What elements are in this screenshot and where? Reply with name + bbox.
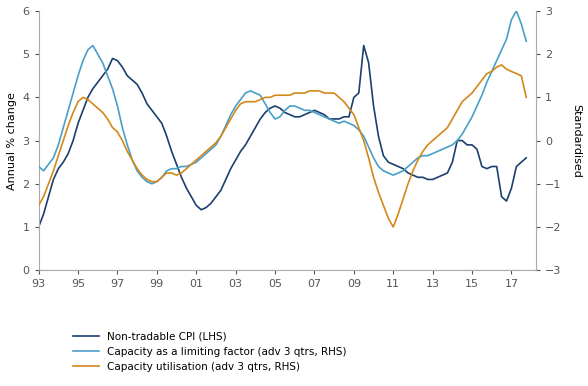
Non-tradable CPI (LHS) xyxy=(129,78,136,82)
Capacity as a limiting factor (adv 3 qtrs, RHS) xyxy=(488,69,495,74)
Capacity utilisation (adv 3 qtrs, RHS) xyxy=(148,179,155,184)
Non-tradable CPI (LHS) xyxy=(35,225,42,229)
Capacity utilisation (adv 3 qtrs, RHS) xyxy=(286,93,293,98)
Capacity as a limiting factor (adv 3 qtrs, RHS) xyxy=(513,8,520,13)
Legend: Non-tradable CPI (LHS), Capacity as a limiting factor (adv 3 qtrs, RHS), Capacit: Non-tradable CPI (LHS), Capacity as a li… xyxy=(69,327,351,376)
Line: Capacity as a limiting factor (adv 3 qtrs, RHS): Capacity as a limiting factor (adv 3 qtr… xyxy=(39,11,526,184)
Line: Capacity utilisation (adv 3 qtrs, RHS): Capacity utilisation (adv 3 qtrs, RHS) xyxy=(39,65,526,227)
Capacity utilisation (adv 3 qtrs, RHS) xyxy=(523,95,530,100)
Capacity utilisation (adv 3 qtrs, RHS) xyxy=(326,91,333,95)
Y-axis label: Standardised: Standardised xyxy=(571,103,581,178)
Capacity as a limiting factor (adv 3 qtrs, RHS) xyxy=(503,37,510,41)
Non-tradable CPI (LHS) xyxy=(360,43,368,48)
Capacity utilisation (adv 3 qtrs, RHS) xyxy=(390,225,397,229)
Capacity utilisation (adv 3 qtrs, RHS) xyxy=(508,69,515,74)
Capacity as a limiting factor (adv 3 qtrs, RHS) xyxy=(129,158,136,163)
Y-axis label: Annual % change: Annual % change xyxy=(7,91,17,190)
Capacity as a limiting factor (adv 3 qtrs, RHS) xyxy=(291,104,298,108)
Capacity as a limiting factor (adv 3 qtrs, RHS) xyxy=(148,181,155,186)
Non-tradable CPI (LHS) xyxy=(488,164,495,169)
Non-tradable CPI (LHS) xyxy=(326,117,333,121)
Capacity utilisation (adv 3 qtrs, RHS) xyxy=(129,158,136,163)
Capacity as a limiting factor (adv 3 qtrs, RHS) xyxy=(523,39,530,44)
Capacity utilisation (adv 3 qtrs, RHS) xyxy=(498,63,505,67)
Capacity as a limiting factor (adv 3 qtrs, RHS) xyxy=(153,179,161,184)
Non-tradable CPI (LHS) xyxy=(503,199,510,203)
Non-tradable CPI (LHS) xyxy=(148,108,155,113)
Capacity as a limiting factor (adv 3 qtrs, RHS) xyxy=(330,119,338,124)
Capacity utilisation (adv 3 qtrs, RHS) xyxy=(35,203,42,208)
Non-tradable CPI (LHS) xyxy=(286,112,293,117)
Capacity utilisation (adv 3 qtrs, RHS) xyxy=(488,69,495,74)
Non-tradable CPI (LHS) xyxy=(523,156,530,160)
Line: Non-tradable CPI (LHS): Non-tradable CPI (LHS) xyxy=(39,46,526,227)
Capacity as a limiting factor (adv 3 qtrs, RHS) xyxy=(35,164,42,169)
